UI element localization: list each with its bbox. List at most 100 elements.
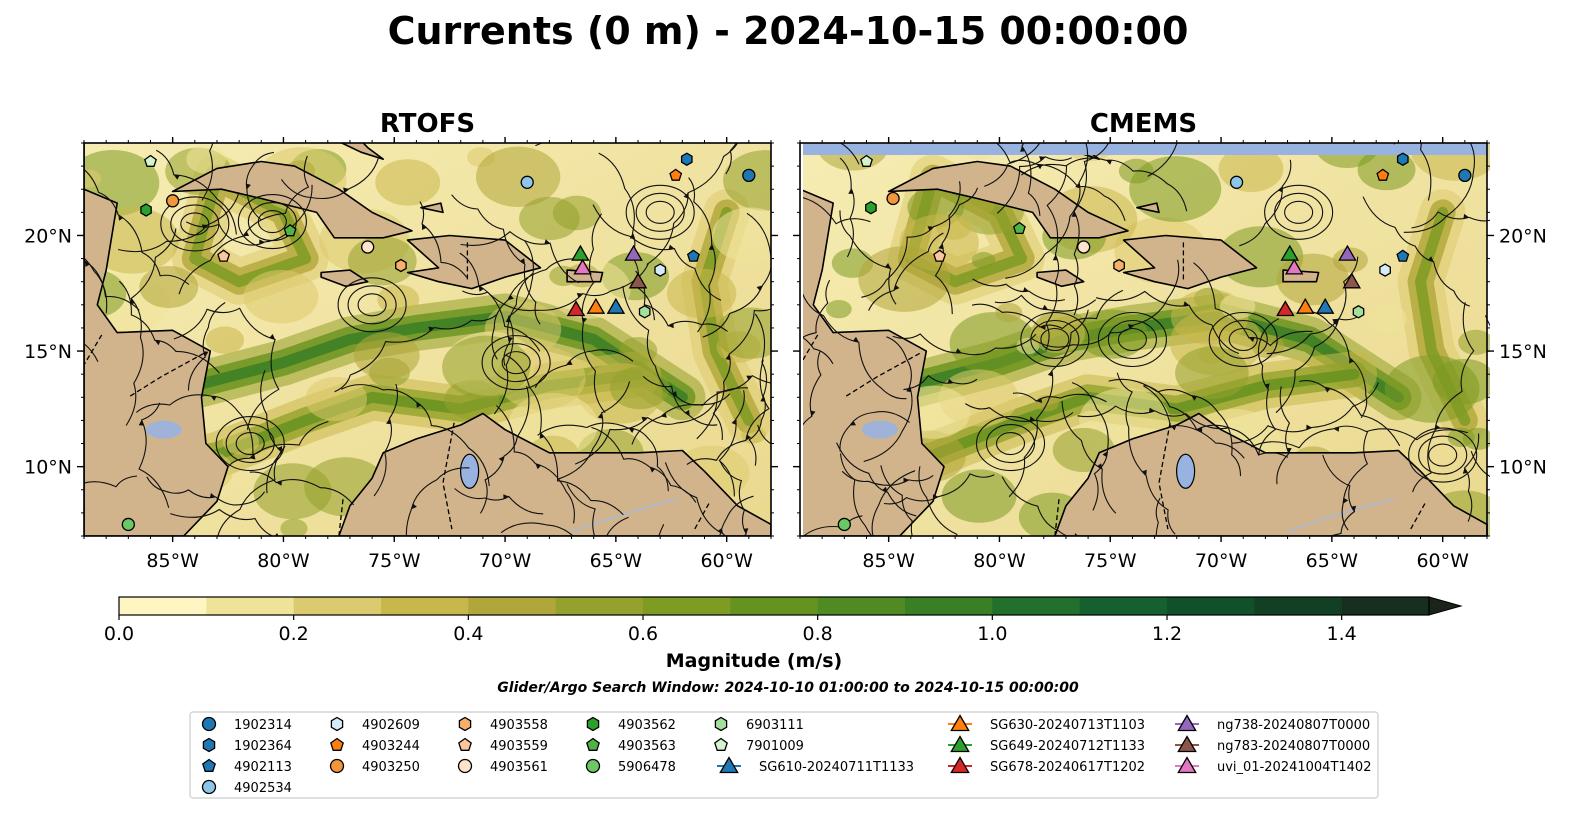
legend-item-4902113: 4902113 — [202, 758, 292, 775]
marker-ng738-20240807T0000 — [1338, 244, 1357, 261]
marker-4903250 — [165, 194, 180, 208]
land-mass — [1136, 202, 1160, 214]
marker-4903559 — [933, 249, 947, 262]
colorbar-tick-label: 0.6 — [628, 623, 658, 645]
legend-symbol — [201, 779, 217, 795]
lon-tick-label: 85°W — [862, 550, 915, 572]
search-window-subtitle: Glider/Argo Search Window: 2024-10-10 01… — [497, 680, 1079, 696]
legend-label: 4903561 — [490, 760, 548, 775]
marker-4903250 — [886, 191, 900, 206]
marker-6903111 — [638, 305, 651, 319]
marker-SG678-20240617T1202 — [566, 300, 586, 317]
legend-symbol — [719, 756, 739, 774]
legend-label: SG678-20240617T1202 — [990, 760, 1145, 775]
colorbar-bin — [1341, 597, 1430, 615]
land-mass — [84, 143, 229, 536]
legend-item-SG678-20240617T1202: SG678-20240617T1202 — [948, 756, 1145, 775]
colorbar-label: Magnitude (m/s) — [666, 650, 843, 672]
map-field — [803, 143, 1490, 536]
legend-label: 4903250 — [362, 760, 420, 775]
marker-SG610-20240711T1133 — [1315, 297, 1335, 314]
colorbar-bin — [293, 597, 382, 615]
land-mass — [1036, 269, 1085, 288]
marker-6903111 — [1352, 305, 1365, 319]
marker-4903562 — [140, 203, 152, 217]
colorbar-bin — [992, 597, 1081, 615]
legend-label: ng783-20240807T0000 — [1217, 739, 1370, 754]
marker-7901009 — [860, 154, 873, 167]
map-field — [84, 143, 771, 536]
marker-4902609 — [654, 263, 667, 277]
legend-item-ng783-20240807T0000: ng783-20240807T0000 — [1175, 735, 1370, 754]
legend-symbol — [201, 716, 217, 732]
lon-tick-label: 70°W — [479, 550, 532, 572]
marker-SG610-20240711T1133 — [606, 297, 626, 314]
legend-symbol — [1177, 714, 1197, 732]
legend-item-SG610-20240711T1133: SG610-20240711T1133 — [717, 756, 914, 775]
legend-symbol — [585, 758, 601, 774]
legend-label: 6903111 — [746, 718, 804, 733]
marker-SG630-20240713T1103 — [586, 297, 606, 314]
marker-uvi_01-20241004T1402 — [573, 258, 592, 275]
colorbar-tick-label: 0.8 — [803, 623, 833, 645]
legend-item-ng738-20240807T0000: ng738-20240807T0000 — [1175, 714, 1370, 733]
marker-1902364 — [680, 152, 693, 166]
marker-4902609 — [1379, 263, 1391, 277]
legend-item-4903561: 4903561 — [457, 758, 548, 775]
land-mass — [406, 234, 542, 290]
land-mass — [803, 189, 945, 536]
colorbar-extend-arrow — [1428, 596, 1463, 616]
marker-5906478 — [837, 517, 851, 532]
colorbar-bin — [381, 597, 469, 615]
lon-tick-label: 60°W — [1416, 550, 1469, 572]
marker-4903562 — [865, 200, 877, 215]
legend-item-4902609: 4902609 — [330, 716, 420, 733]
lon-tick-label: 65°W — [590, 550, 643, 572]
marker-uvi_01-20241004T1402 — [1284, 258, 1304, 275]
legend: 1902314 1902364 4902113 4902534 4902609 49032… — [189, 711, 1379, 799]
lat-tick-label: 20°N — [1499, 225, 1547, 247]
legend-label: SG630-20240713T1103 — [990, 718, 1145, 733]
legend-symbol — [714, 716, 728, 732]
legend-label: 4903558 — [490, 718, 548, 733]
marker-4902113 — [686, 249, 700, 262]
colorbar-bin — [1079, 597, 1168, 615]
land-mass — [420, 202, 444, 214]
legend-label: 1902364 — [234, 739, 292, 754]
no-data-strip — [803, 143, 1487, 155]
legend-symbol — [950, 756, 970, 774]
lake-maracaibo — [460, 453, 480, 489]
float-markers — [121, 152, 756, 532]
legend-symbol — [202, 758, 216, 772]
legend-item-4903250: 4903250 — [329, 758, 420, 775]
legend-label: 7901009 — [746, 739, 804, 754]
colorbar-bin — [1254, 597, 1343, 615]
marker-SG649-20240712T1133 — [571, 244, 590, 261]
legend-symbol — [202, 737, 216, 753]
legend-label: 4902113 — [234, 760, 292, 775]
colorbar-bin — [555, 597, 644, 615]
marker-ng738-20240807T0000 — [624, 244, 643, 261]
legend-item-4902534: 4902534 — [201, 779, 292, 796]
legend-symbol — [457, 758, 473, 774]
legend-item-4903563: 4903563 — [586, 737, 676, 754]
legend-symbol — [1177, 735, 1197, 753]
colorbar-tick-label: 1.2 — [1152, 623, 1182, 645]
marker-1902314 — [1458, 168, 1472, 183]
lake-nicaragua — [861, 420, 898, 439]
land-mass — [887, 160, 1129, 239]
legend-symbol — [458, 737, 472, 751]
streamlines — [84, 143, 771, 536]
marker-1902364 — [1396, 152, 1409, 166]
legend-item-6903111: 6903111 — [714, 716, 804, 733]
colorbar-tick-label: 0.0 — [104, 623, 134, 645]
land-mass — [339, 143, 384, 160]
legend-label: 1902314 — [234, 718, 292, 733]
colorbar-bin — [643, 597, 731, 615]
streamlines — [803, 143, 1490, 536]
marker-SG678-20240617T1202 — [1276, 300, 1295, 317]
legend-item-SG630-20240713T1103: SG630-20240713T1103 — [948, 714, 1145, 733]
lon-tick-label: 75°W — [1084, 550, 1137, 572]
lon-tick-label: 60°W — [700, 550, 753, 572]
